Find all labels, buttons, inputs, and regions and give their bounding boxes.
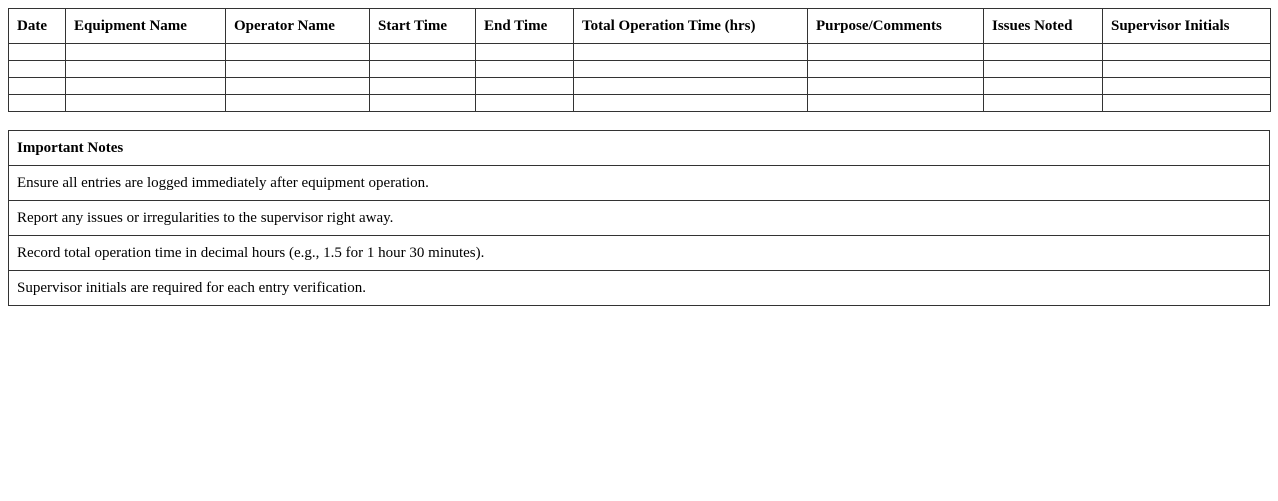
- empty-cell[interactable]: [1102, 43, 1271, 61]
- column-header: Issues Noted: [983, 8, 1103, 44]
- table-row: [8, 60, 1271, 78]
- empty-cell[interactable]: [807, 43, 984, 61]
- empty-cell[interactable]: [369, 60, 476, 78]
- column-header: Equipment Name: [65, 8, 226, 44]
- important-notes-table: Important Notes Ensure all entries are l…: [8, 130, 1270, 306]
- column-header: Supervisor Initials: [1102, 8, 1271, 44]
- empty-cell[interactable]: [225, 60, 370, 78]
- empty-cell[interactable]: [807, 77, 984, 95]
- empty-cell[interactable]: [1102, 77, 1271, 95]
- empty-cell[interactable]: [369, 43, 476, 61]
- empty-cell[interactable]: [475, 43, 574, 61]
- empty-cell[interactable]: [983, 77, 1103, 95]
- column-header: Date: [8, 8, 66, 44]
- empty-cell[interactable]: [807, 60, 984, 78]
- empty-cell[interactable]: [225, 77, 370, 95]
- table-row: [8, 77, 1271, 95]
- equipment-log-table: Date Equipment Name Operator Name Start Tim…: [8, 8, 1271, 112]
- empty-cell[interactable]: [807, 94, 984, 112]
- table-row: [8, 94, 1271, 112]
- column-header: Purpose/Comments: [807, 8, 984, 44]
- empty-cell[interactable]: [475, 77, 574, 95]
- empty-cell[interactable]: [475, 60, 574, 78]
- empty-cell[interactable]: [1102, 94, 1271, 112]
- table-row: [8, 43, 1271, 61]
- empty-cell[interactable]: [983, 43, 1103, 61]
- empty-cell[interactable]: [369, 94, 476, 112]
- note-item: Record total operation time in decimal h…: [8, 235, 1270, 271]
- column-header: Start Time: [369, 8, 476, 44]
- note-item: Ensure all entries are logged immediatel…: [8, 165, 1270, 201]
- empty-cell[interactable]: [225, 43, 370, 61]
- empty-cell[interactable]: [983, 94, 1103, 112]
- empty-cell[interactable]: [573, 77, 808, 95]
- column-header: Operator Name: [225, 8, 370, 44]
- empty-cell[interactable]: [475, 94, 574, 112]
- empty-cell[interactable]: [8, 60, 66, 78]
- empty-cell[interactable]: [573, 94, 808, 112]
- empty-cell[interactable]: [65, 77, 226, 95]
- empty-cell[interactable]: [8, 43, 66, 61]
- empty-cell[interactable]: [573, 60, 808, 78]
- empty-cell[interactable]: [983, 60, 1103, 78]
- empty-cell[interactable]: [65, 94, 226, 112]
- empty-cell[interactable]: [369, 77, 476, 95]
- column-header: Total Operation Time (hrs): [573, 8, 808, 44]
- empty-cell[interactable]: [8, 94, 66, 112]
- empty-cell[interactable]: [225, 94, 370, 112]
- column-header: End Time: [475, 8, 574, 44]
- note-item: Supervisor initials are required for eac…: [8, 270, 1270, 306]
- empty-cell[interactable]: [65, 43, 226, 61]
- note-item: Report any issues or irregularities to t…: [8, 200, 1270, 236]
- notes-title: Important Notes: [8, 130, 1270, 166]
- empty-cell[interactable]: [1102, 60, 1271, 78]
- empty-cell[interactable]: [65, 60, 226, 78]
- empty-cell[interactable]: [8, 77, 66, 95]
- empty-cell[interactable]: [573, 43, 808, 61]
- header-row: Date Equipment Name Operator Name Start Tim…: [8, 8, 1271, 44]
